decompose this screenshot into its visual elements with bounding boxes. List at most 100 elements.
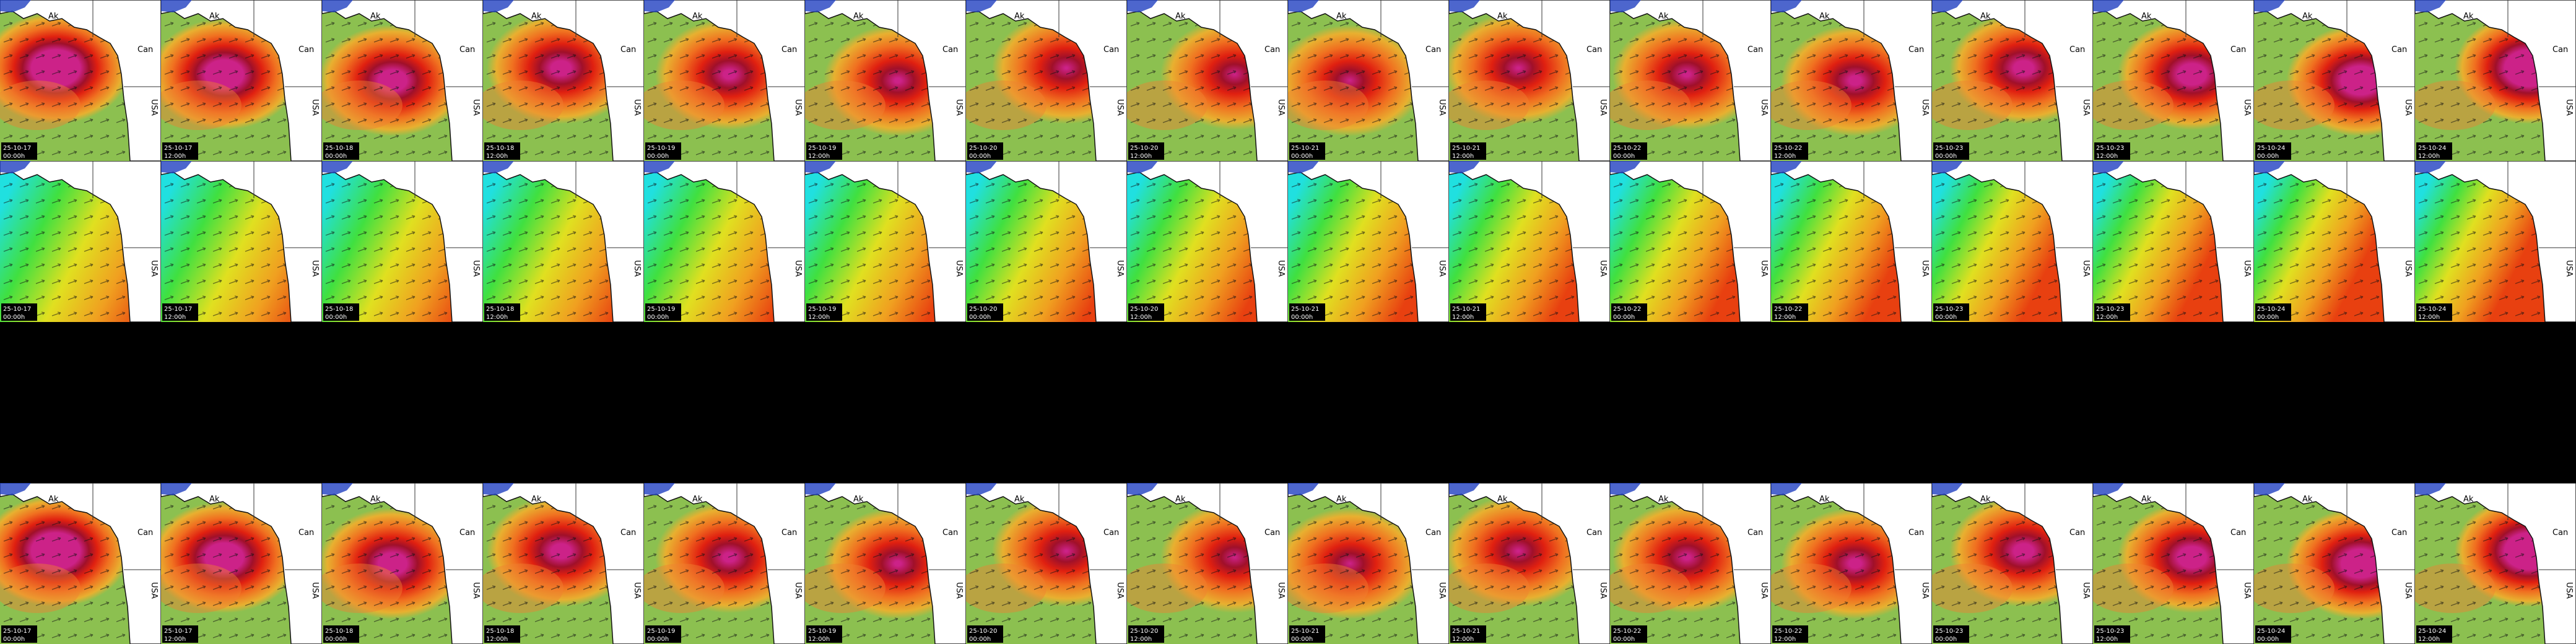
land (1932, 483, 2093, 644)
date-box (1772, 625, 1808, 643)
ice (1127, 483, 1158, 495)
region-label: Ak (370, 495, 381, 504)
region-label: USA (1759, 582, 1769, 599)
ice (322, 161, 353, 173)
time-label: 12:00h (1452, 636, 1474, 643)
region-label: Can (1747, 528, 1763, 537)
ice (966, 0, 997, 12)
region-label: Can (298, 45, 314, 54)
date-label: 25-10-17 (164, 628, 192, 635)
region-label: Ak (48, 12, 59, 21)
region-label: USA (793, 582, 803, 599)
ice (1610, 483, 1641, 495)
date-box (162, 625, 198, 643)
region-label: Ak (531, 12, 542, 21)
date-box (1289, 625, 1325, 643)
ice (0, 0, 31, 12)
land (2254, 161, 2415, 322)
ice (2415, 0, 2446, 12)
region-label: Ak (1336, 12, 1347, 21)
region-label: USA (471, 99, 481, 116)
date-box (162, 303, 198, 321)
land (966, 161, 1127, 322)
region-label: Ak (853, 495, 864, 504)
region-label: USA (1276, 99, 1286, 116)
region-label: USA (1437, 260, 1447, 277)
date-label: 25-10-17 (164, 306, 192, 313)
date-box (1128, 625, 1164, 643)
time-label: 12:00h (1774, 314, 1796, 321)
time-label: 12:00h (1452, 314, 1474, 321)
date-label: 25-10-22 (1774, 306, 1802, 313)
date-box (2416, 142, 2452, 160)
region-label: Ak (1819, 495, 1830, 504)
region-label: Ak (370, 12, 381, 21)
date-label: 25-10-21 (1452, 306, 1480, 313)
date-label: 25-10-21 (1291, 306, 1319, 313)
land (1449, 483, 1610, 644)
date-label: 25-10-20 (1130, 628, 1158, 635)
date-label: 25-10-19 (808, 306, 836, 313)
region-label: USA (2242, 99, 2252, 116)
ice (644, 161, 675, 173)
land (1288, 161, 1449, 322)
land (1127, 161, 1288, 322)
ice (1610, 161, 1641, 173)
ice (1449, 0, 1480, 12)
date-box (1611, 303, 1647, 321)
region-label: Can (1425, 45, 1441, 54)
date-box (323, 142, 359, 160)
region-label: Can (942, 45, 958, 54)
time-label: 12:00h (1452, 153, 1474, 160)
land (1932, 161, 2093, 322)
time-label: 00:00h (1935, 636, 1957, 643)
land (1610, 0, 1771, 161)
time-label: 00:00h (1935, 314, 1957, 321)
region-label: Ak (1014, 495, 1025, 504)
time-label: 12:00h (808, 636, 830, 643)
region-label: Ak (1497, 12, 1508, 21)
region-label: Can (620, 45, 636, 54)
date-label: 25-10-24 (2418, 306, 2446, 313)
region-label: USA (149, 99, 159, 116)
land (2254, 0, 2415, 161)
time-label: 00:00h (1291, 636, 1313, 643)
ice (1288, 483, 1319, 495)
time-label: 12:00h (486, 636, 508, 643)
time-label: 00:00h (3, 636, 25, 643)
date-label: 25-10-18 (325, 306, 353, 313)
region-label: Can (2391, 45, 2407, 54)
region-label: Ak (1175, 12, 1186, 21)
date-box (645, 142, 681, 160)
date-label: 25-10-24 (2257, 628, 2285, 635)
time-label: 00:00h (1935, 153, 1957, 160)
region-label: Ak (853, 12, 864, 21)
region-label: Ak (48, 495, 59, 504)
date-label: 25-10-18 (486, 628, 514, 635)
date-label: 25-10-22 (1774, 145, 1802, 152)
time-label: 00:00h (647, 636, 669, 643)
region-label: Ak (1497, 495, 1508, 504)
ice (0, 483, 31, 495)
date-label: 25-10-23 (2096, 628, 2124, 635)
ice (1449, 483, 1480, 495)
region-label: USA (471, 260, 481, 277)
date-box (2416, 625, 2452, 643)
land (2093, 483, 2254, 644)
ice (2254, 483, 2285, 495)
ice (1932, 161, 1963, 173)
region-label: USA (310, 260, 320, 277)
land (322, 0, 483, 161)
